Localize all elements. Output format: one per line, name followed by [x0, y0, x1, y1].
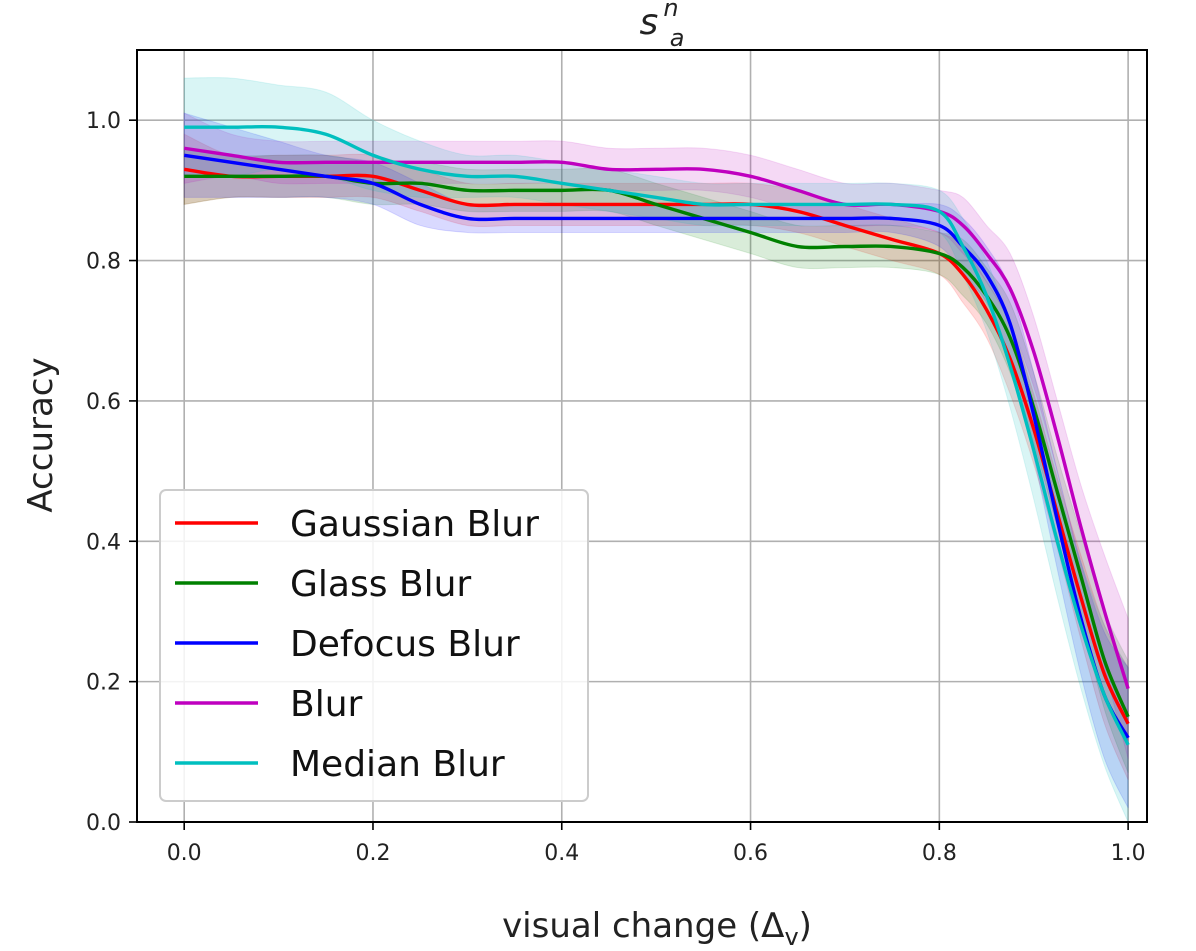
series-line-defocus-blur [183, 153, 1130, 739]
y-tick-label: 0.6 [86, 390, 121, 415]
title-superscript: n [663, 0, 678, 22]
x-axis-label-close: ) [799, 906, 812, 946]
y-tick-label: 1.0 [86, 109, 121, 134]
x-axis-label-main: visual change (Δ [502, 906, 784, 946]
series-line-median-blur [184, 124, 1130, 746]
y-axis-label: Accuracy [21, 357, 61, 512]
x-tick-label: 0.2 [355, 841, 390, 866]
y-tick-label: 0.0 [86, 811, 121, 836]
legend-label-blur: Blur [290, 684, 363, 725]
band-glass-blur [183, 147, 1129, 774]
legend-label-median-blur: Median Blur [290, 744, 505, 785]
chart-title: s n a [640, 0, 685, 52]
legend-label-gaussian-blur: Gaussian Blur [290, 504, 539, 545]
series-lines [183, 124, 1130, 746]
x-tick-label: 1.0 [1111, 841, 1146, 866]
x-tick-label: 0.6 [733, 841, 768, 866]
axis-ticks: 0.0 0.2 0.4 0.6 0.8 1.0 0.0 0.2 0.4 0.6 0.8 1.0 [86, 109, 1146, 866]
x-axis-label: visual change (Δv) [502, 906, 812, 951]
title-subscript: a [670, 24, 685, 52]
legend-box [159, 489, 589, 802]
legend-label-glass-blur: Glass Blur [290, 564, 471, 605]
x-tick-label: 0.4 [544, 841, 579, 866]
legend: Gaussian Blur Glass Blur Defocus Blur Blur M… [159, 489, 589, 802]
y-tick-label: 0.2 [86, 671, 121, 696]
x-axis-label-sub: v [784, 923, 798, 951]
x-tick-label: 0.0 [167, 841, 202, 866]
x-tick-label: 0.8 [922, 841, 957, 866]
legend-label-defocus-blur: Defocus Blur [290, 624, 520, 665]
y-tick-label: 0.4 [86, 530, 121, 555]
y-tick-label: 0.8 [86, 250, 121, 275]
title-base: s [640, 2, 659, 43]
plot-area-frame [136, 49, 1148, 823]
series-line-blur [183, 146, 1130, 690]
